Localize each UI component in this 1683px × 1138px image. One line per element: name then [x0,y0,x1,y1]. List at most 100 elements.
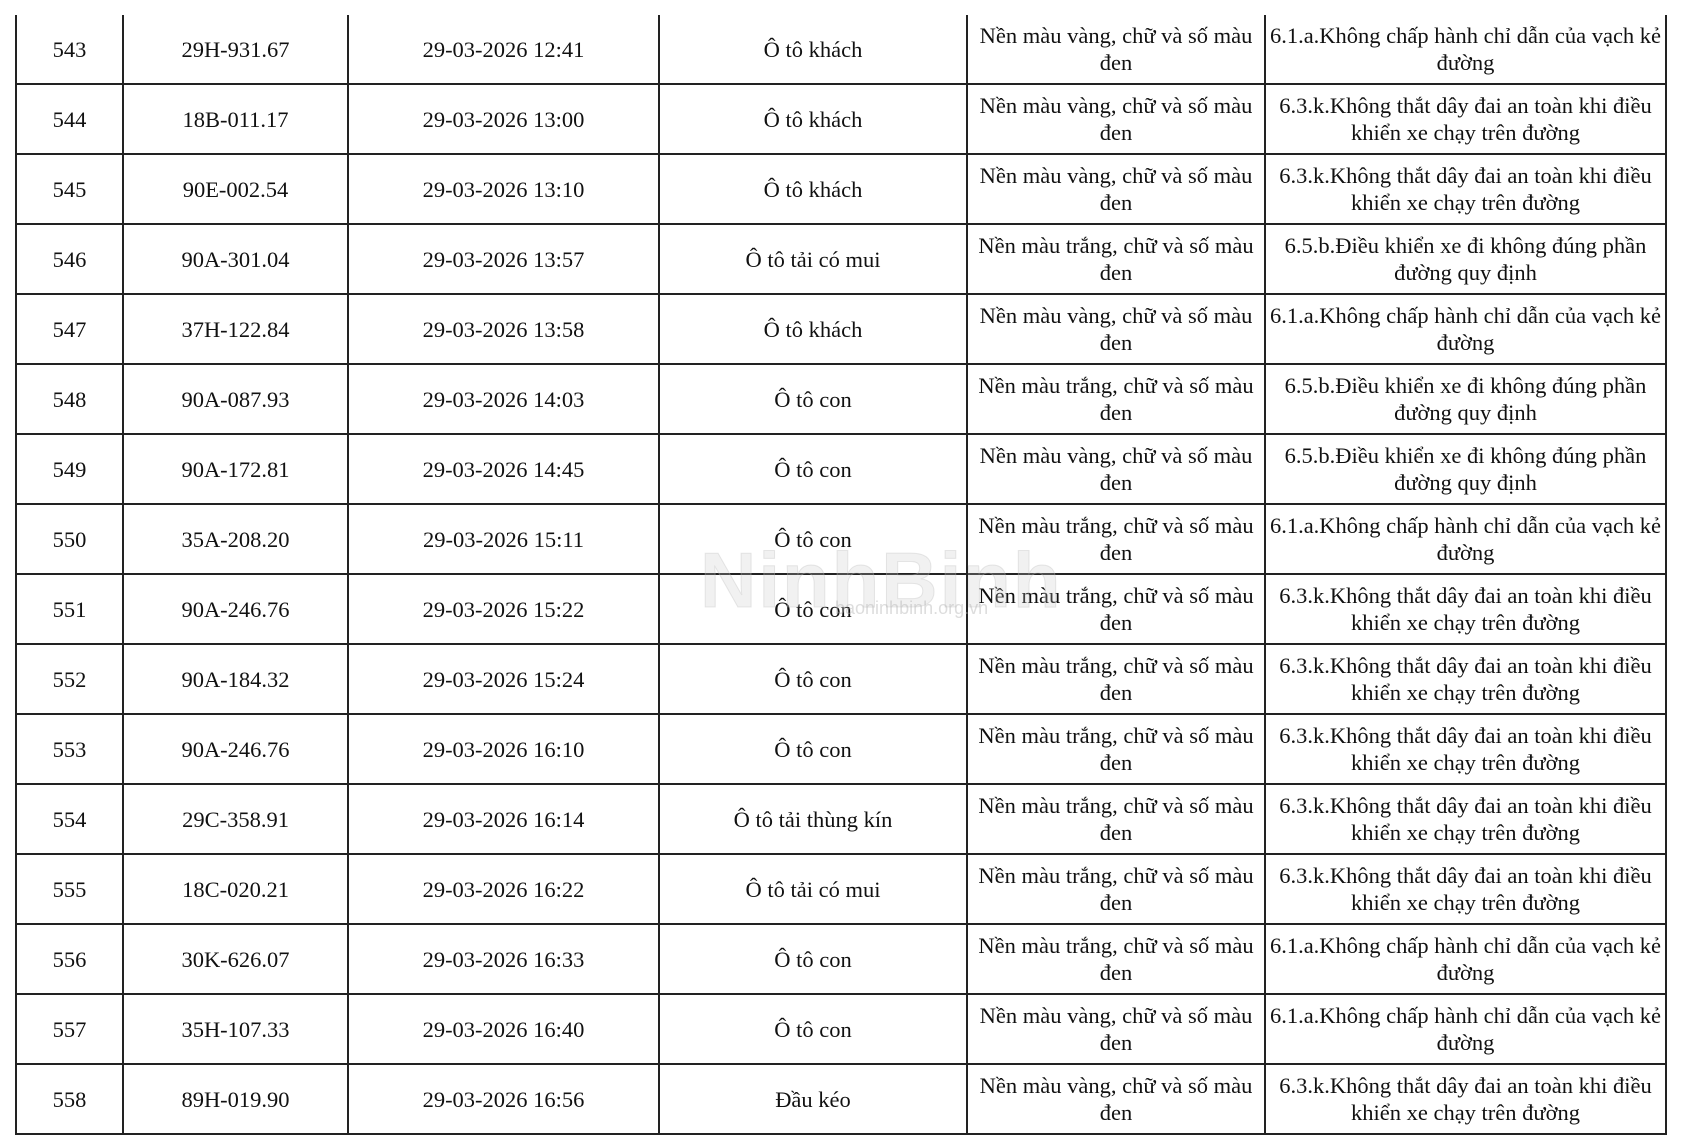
row-number-cell: 545 [15,153,124,225]
license-plate-cell: 90A-301.04 [122,223,349,295]
plate-color-cell: Nền màu trắng, chữ và số màu đen [966,573,1266,645]
vehicle-type-cell: Ô tô tải có mui [658,853,968,925]
license-plate-cell: 29H-931.67 [122,15,349,85]
violation-cell: 6.3.k.Không thắt dây đai an toàn khi điề… [1264,83,1667,155]
row-number-cell: 543 [15,15,124,85]
violation-cell: 6.1.a.Không chấp hành chỉ dẫn của vạch k… [1264,503,1667,575]
vehicle-type-cell: Đầu kéo [658,1063,968,1135]
vehicle-type-cell: Ô tô khách [658,83,968,155]
violations-table-body: 543 29H-931.67 29-03-2026 12:41 Ô tô khách N… [15,15,1667,1135]
violation-time-cell: 29-03-2026 13:57 [347,223,660,295]
table-row: 548 90A-087.93 29-03-2026 14:03 Ô tô con Nền… [15,363,1667,435]
license-plate-cell: 90A-246.76 [122,573,349,645]
row-number-cell: 547 [15,293,124,365]
license-plate-cell: 90A-172.81 [122,433,349,505]
vehicle-type-cell: Ô tô tải thùng kín [658,783,968,855]
vehicle-type-cell: Ô tô tải có mui [658,223,968,295]
plate-color-cell: Nền màu vàng, chữ và số màu đen [966,993,1266,1065]
row-number-cell: 557 [15,993,124,1065]
violation-cell: 6.3.k.Không thắt dây đai an toàn khi điề… [1264,153,1667,225]
row-number-cell: 552 [15,643,124,715]
vehicle-type-cell: Ô tô con [658,503,968,575]
row-number-cell: 554 [15,783,124,855]
row-number-cell: 556 [15,923,124,995]
violation-time-cell: 29-03-2026 13:00 [347,83,660,155]
vehicle-type-cell: Ô tô khách [658,153,968,225]
row-number-cell: 551 [15,573,124,645]
table-row: 543 29H-931.67 29-03-2026 12:41 Ô tô khách N… [15,15,1667,85]
license-plate-cell: 37H-122.84 [122,293,349,365]
table-row: 553 90A-246.76 29-03-2026 16:10 Ô tô con Nền… [15,713,1667,785]
violation-cell: 6.3.k.Không thắt dây đai an toàn khi điề… [1264,573,1667,645]
violation-time-cell: 29-03-2026 16:22 [347,853,660,925]
plate-color-cell: Nền màu trắng, chữ và số màu đen [966,223,1266,295]
table-row: 550 35A-208.20 29-03-2026 15:11 Ô tô con Nền… [15,503,1667,575]
violation-cell: 6.3.k.Không thắt dây đai an toàn khi điề… [1264,643,1667,715]
license-plate-cell: 90A-246.76 [122,713,349,785]
violation-cell: 6.5.b.Điều khiển xe đi không đúng phần đ… [1264,223,1667,295]
plate-color-cell: Nền màu trắng, chữ và số màu đen [966,643,1266,715]
violation-time-cell: 29-03-2026 16:10 [347,713,660,785]
plate-color-cell: Nền màu vàng, chữ và số màu đen [966,153,1266,225]
table-row: 556 30K-626.07 29-03-2026 16:33 Ô tô con Nền… [15,923,1667,995]
license-plate-cell: 30K-626.07 [122,923,349,995]
violation-cell: 6.3.k.Không thắt dây đai an toàn khi điề… [1264,783,1667,855]
violation-cell: 6.3.k.Không thắt dây đai an toàn khi điề… [1264,853,1667,925]
violation-cell: 6.5.b.Điều khiển xe đi không đúng phần đ… [1264,433,1667,505]
license-plate-cell: 90A-184.32 [122,643,349,715]
violation-cell: 6.1.a.Không chấp hành chỉ dẫn của vạch k… [1264,293,1667,365]
plate-color-cell: Nền màu trắng, chữ và số màu đen [966,783,1266,855]
table-row: 551 90A-246.76 29-03-2026 15:22 Ô tô con Nền… [15,573,1667,645]
violation-time-cell: 29-03-2026 15:22 [347,573,660,645]
violation-time-cell: 29-03-2026 16:40 [347,993,660,1065]
violation-cell: 6.1.a.Không chấp hành chỉ dẫn của vạch k… [1264,923,1667,995]
violation-cell: 6.1.a.Không chấp hành chỉ dẫn của vạch k… [1264,993,1667,1065]
license-plate-cell: 35A-208.20 [122,503,349,575]
license-plate-cell: 89H-019.90 [122,1063,349,1135]
vehicle-type-cell: Ô tô khách [658,293,968,365]
table-row: 557 35H-107.33 29-03-2026 16:40 Ô tô con Nền… [15,993,1667,1065]
license-plate-cell: 90A-087.93 [122,363,349,435]
table-row: 549 90A-172.81 29-03-2026 14:45 Ô tô con Nền… [15,433,1667,505]
plate-color-cell: Nền màu trắng, chữ và số màu đen [966,713,1266,785]
violation-time-cell: 29-03-2026 14:03 [347,363,660,435]
plate-color-cell: Nền màu vàng, chữ và số màu đen [966,293,1266,365]
violation-cell: 6.1.a.Không chấp hành chỉ dẫn của vạch k… [1264,15,1667,85]
plate-color-cell: Nền màu trắng, chữ và số màu đen [966,853,1266,925]
plate-color-cell: Nền màu vàng, chữ và số màu đen [966,83,1266,155]
license-plate-cell: 18C-020.21 [122,853,349,925]
violation-time-cell: 29-03-2026 16:56 [347,1063,660,1135]
violation-time-cell: 29-03-2026 14:45 [347,433,660,505]
row-number-cell: 558 [15,1063,124,1135]
vehicle-type-cell: Ô tô con [658,993,968,1065]
license-plate-cell: 18B-011.17 [122,83,349,155]
vehicle-type-cell: Ô tô con [658,713,968,785]
row-number-cell: 544 [15,83,124,155]
violation-time-cell: 29-03-2026 16:14 [347,783,660,855]
table-row: 547 37H-122.84 29-03-2026 13:58 Ô tô khách N… [15,293,1667,365]
violation-time-cell: 29-03-2026 13:10 [347,153,660,225]
row-number-cell: 555 [15,853,124,925]
row-number-cell: 549 [15,433,124,505]
violation-time-cell: 29-03-2026 15:11 [347,503,660,575]
table-row: 545 90E-002.54 29-03-2026 13:10 Ô tô khách N… [15,153,1667,225]
vehicle-type-cell: Ô tô con [658,433,968,505]
table-row: 552 90A-184.32 29-03-2026 15:24 Ô tô con Nền… [15,643,1667,715]
plate-color-cell: Nền màu vàng, chữ và số màu đen [966,1063,1266,1135]
violation-time-cell: 29-03-2026 15:24 [347,643,660,715]
plate-color-cell: Nền màu vàng, chữ và số màu đen [966,433,1266,505]
table-row: 558 89H-019.90 29-03-2026 16:56 Đầu kéo Nền … [15,1063,1667,1135]
violation-cell: 6.3.k.Không thắt dây đai an toàn khi điề… [1264,1063,1667,1135]
license-plate-cell: 29C-358.91 [122,783,349,855]
violations-table: 543 29H-931.67 29-03-2026 12:41 Ô tô khách N… [15,15,1667,1135]
violation-time-cell: 29-03-2026 12:41 [347,15,660,85]
violation-time-cell: 29-03-2026 16:33 [347,923,660,995]
violation-cell: 6.3.k.Không thắt dây đai an toàn khi điề… [1264,713,1667,785]
violation-time-cell: 29-03-2026 13:58 [347,293,660,365]
plate-color-cell: Nền màu vàng, chữ và số màu đen [966,15,1266,85]
violation-cell: 6.5.b.Điều khiển xe đi không đúng phần đ… [1264,363,1667,435]
vehicle-type-cell: Ô tô con [658,643,968,715]
table-row: 544 18B-011.17 29-03-2026 13:00 Ô tô khách N… [15,83,1667,155]
vehicle-type-cell: Ô tô khách [658,15,968,85]
license-plate-cell: 35H-107.33 [122,993,349,1065]
